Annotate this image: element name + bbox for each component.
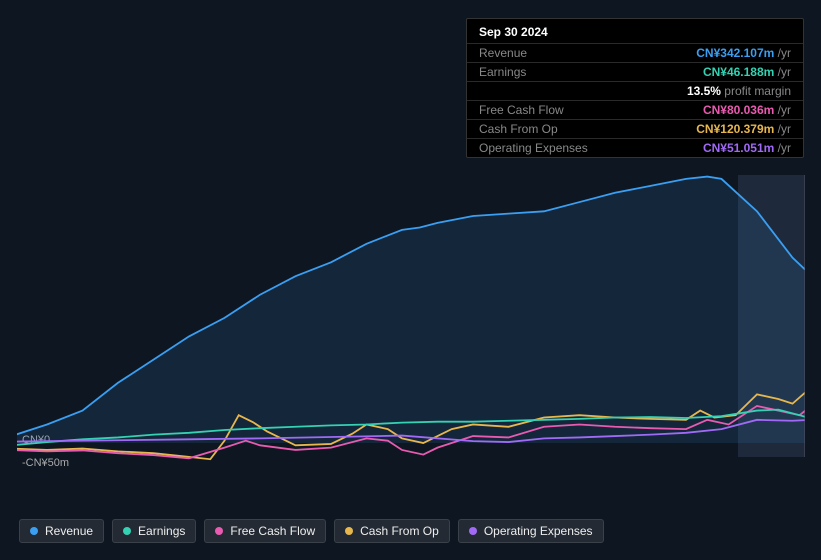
legend-item[interactable]: Revenue [19,519,104,543]
financial-chart-container: Sep 30 2024 Revenue CN¥342.107m /yr Earnin… [0,0,821,560]
y-axis-label: -CN¥50m [22,457,69,469]
legend-label: Free Cash Flow [230,524,315,538]
legend-label: Operating Expenses [484,524,593,538]
tooltip-row: Free Cash Flow CN¥80.036m /yr [467,100,803,119]
legend-label: Earnings [138,524,185,538]
legend-dot-icon [469,527,477,535]
legend-item[interactable]: Cash From Op [334,519,450,543]
tooltip-label [479,84,594,98]
tooltip-row: 13.5% profit margin [467,81,803,100]
legend-item[interactable]: Earnings [112,519,196,543]
tooltip-row: Cash From Op CN¥120.379m /yr [467,119,803,138]
chart-legend: Revenue Earnings Free Cash Flow Cash From O… [19,519,604,543]
tooltip-value: CN¥51.051m /yr [703,141,791,155]
legend-dot-icon [123,527,131,535]
tooltip-row: Revenue CN¥342.107m /yr [467,43,803,62]
tooltip-value: CN¥80.036m /yr [703,103,791,117]
tooltip-label: Operating Expenses [479,141,594,155]
series-area-revenue [17,177,805,443]
tooltip-label: Revenue [479,46,594,60]
tooltip-value: 13.5% profit margin [687,84,791,98]
tooltip-value: CN¥120.379m /yr [696,122,791,136]
tooltip-value: CN¥46.188m /yr [703,65,791,79]
legend-label: Cash From Op [360,524,439,538]
tooltip-row: Operating Expenses CN¥51.051m /yr [467,138,803,157]
legend-dot-icon [30,527,38,535]
tooltip-label: Earnings [479,65,594,79]
legend-item[interactable]: Free Cash Flow [204,519,326,543]
tooltip-label: Free Cash Flow [479,103,594,117]
tooltip-date: Sep 30 2024 [467,25,803,43]
legend-dot-icon [215,527,223,535]
tooltip-row: Earnings CN¥46.188m /yr [467,62,803,81]
tooltip-label: Cash From Op [479,122,594,136]
chart-tooltip: Sep 30 2024 Revenue CN¥342.107m /yr Earnin… [466,18,804,158]
legend-item[interactable]: Operating Expenses [458,519,604,543]
tooltip-value: CN¥342.107m /yr [696,46,791,60]
line-chart[interactable]: CN¥600mCN¥0-CN¥50m2014201520162017201820… [17,175,805,475]
legend-label: Revenue [45,524,93,538]
legend-dot-icon [345,527,353,535]
